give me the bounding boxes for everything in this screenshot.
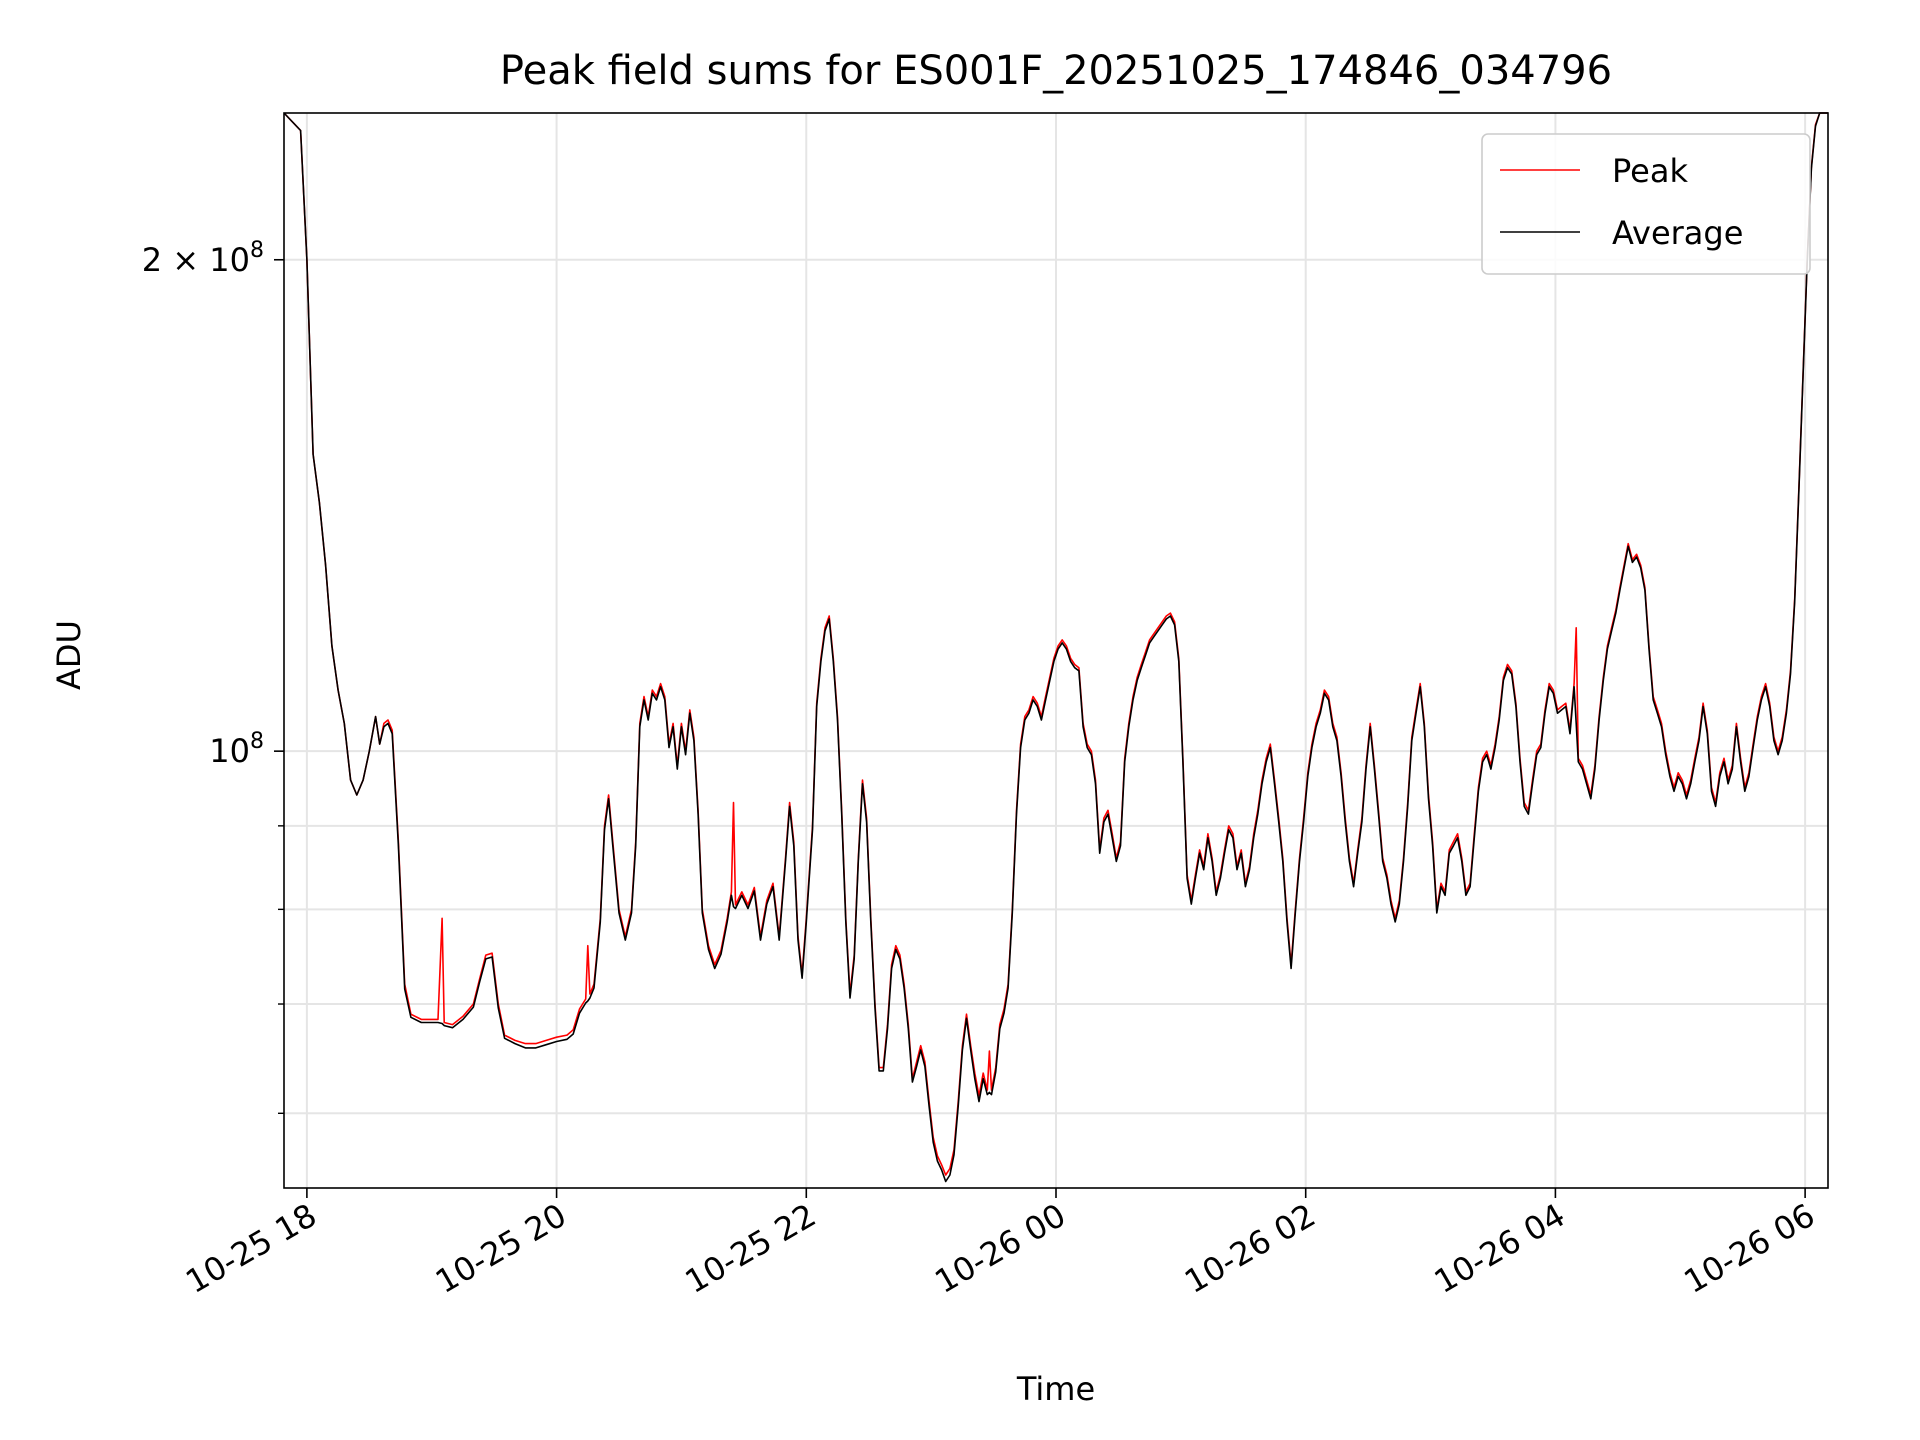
series-line-average (283, 112, 1828, 1183)
legend: Peak Average (1481, 133, 1811, 275)
y-tick-label-base: 2 × 10 (142, 241, 250, 279)
y-tick-label-base: 10 (209, 732, 250, 770)
grid (284, 113, 1828, 1188)
legend-label-average: Average (1612, 214, 1743, 252)
x-axis-label: Time (1016, 1370, 1095, 1408)
y-axis-label: ADU (50, 620, 88, 690)
y-tick-label: 2 × 108 (142, 238, 264, 279)
y-tick-label-exponent: 8 (250, 238, 264, 263)
legend-label-peak: Peak (1612, 152, 1688, 190)
chart-title: Peak field sums for ES001F_20251025_1748… (500, 48, 1612, 94)
legend-box (1481, 133, 1811, 275)
series-lines (283, 112, 1828, 1183)
y-tick-label: 108 (209, 729, 264, 770)
y-tick-label-exponent: 8 (250, 729, 264, 754)
